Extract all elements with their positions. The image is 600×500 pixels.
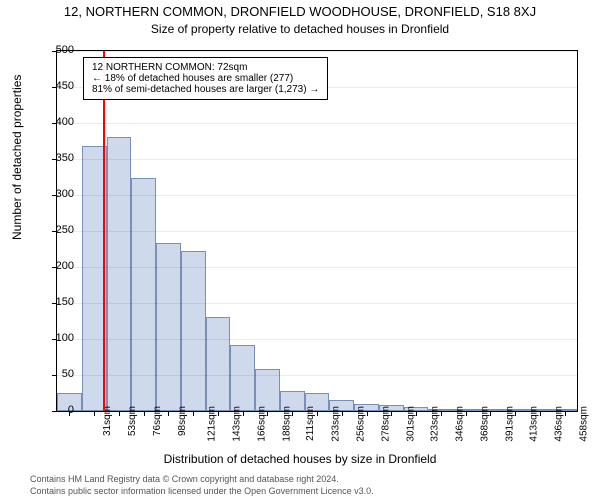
histogram-bar [131,178,156,411]
annotation-line-2: ← 18% of detached houses are smaller (27… [92,73,319,84]
xtick-mark [540,411,541,416]
gridline [57,303,577,304]
histogram-bar [107,137,132,411]
gridline [57,375,577,376]
xtick-mark [416,411,417,416]
ytick-label: 500 [44,44,74,56]
ytick-label: 450 [44,80,74,92]
ytick-label: 150 [44,296,74,308]
ytick-label: 200 [44,260,74,272]
marker-line [103,51,105,411]
xtick-mark [391,411,392,416]
xtick-mark [441,411,442,416]
xtick-mark [515,411,516,416]
histogram-bar [156,243,181,411]
gridline [57,267,577,268]
gridline [57,159,577,160]
chart-subtitle: Size of property relative to detached ho… [0,22,600,36]
ytick-label: 0 [44,404,74,416]
gridline [57,123,577,124]
ytick-label: 350 [44,152,74,164]
y-axis-label: Number of detached properties [10,75,24,240]
xtick-label: 121sqm [207,406,218,442]
xtick-mark [292,411,293,416]
histogram-bar [230,345,255,411]
ytick-label: 400 [44,116,74,128]
chart-title: 12, NORTHERN COMMON, DRONFIELD WOODHOUSE… [0,4,600,19]
gridline [57,51,577,52]
xtick-label: 256sqm [356,406,367,442]
ytick-label: 100 [44,332,74,344]
x-axis-label: Distribution of detached houses by size … [0,452,600,466]
xtick-label: 211sqm [305,406,316,441]
chart-container: { "chart": { "type": "histogram", "title… [0,0,600,500]
histogram-bar [181,251,206,411]
attribution-line-1: Contains HM Land Registry data © Crown c… [30,474,339,484]
ytick-label: 50 [44,368,74,380]
gridline [57,231,577,232]
xtick-label: 436sqm [554,406,565,442]
xtick-label: 391sqm [504,406,515,442]
xtick-label: 76sqm [152,406,163,436]
xtick-label: 301sqm [405,406,416,442]
xtick-label: 413sqm [529,406,540,442]
xtick-label: 346sqm [455,406,466,442]
xtick-label: 323sqm [430,406,441,442]
xtick-mark [119,411,120,416]
xtick-mark [367,411,368,416]
xtick-label: 166sqm [257,406,268,442]
xtick-mark [168,411,169,416]
xtick-mark [218,411,219,416]
xtick-label: 188sqm [281,406,292,442]
xtick-label: 143sqm [232,406,243,442]
plot-area: 31sqm53sqm76sqm98sqm121sqm143sqm166sqm18… [56,50,578,412]
xtick-mark [466,411,467,416]
xtick-mark [243,411,244,416]
xtick-mark [193,411,194,416]
xtick-label: 233sqm [331,406,342,442]
ytick-label: 300 [44,188,74,200]
xtick-mark [565,411,566,416]
attribution-line-2: Contains public sector information licen… [30,486,374,496]
xtick-mark [94,411,95,416]
gridline [57,195,577,196]
gridline [57,339,577,340]
xtick-label: 98sqm [177,406,188,436]
xtick-label: 458sqm [578,406,589,442]
xtick-mark [342,411,343,416]
xtick-mark [144,411,145,416]
xtick-label: 278sqm [380,406,391,442]
annotation-box: 12 NORTHERN COMMON: 72sqm ← 18% of detac… [83,57,328,100]
xtick-mark [317,411,318,416]
ytick-label: 250 [44,224,74,236]
annotation-line-3: 81% of semi-detached houses are larger (… [92,84,319,95]
xtick-label: 368sqm [479,406,490,442]
annotation-line-1: 12 NORTHERN COMMON: 72sqm [92,62,319,73]
xtick-mark [490,411,491,416]
xtick-mark [267,411,268,416]
xtick-label: 53sqm [127,406,138,436]
histogram-bar [206,317,231,411]
